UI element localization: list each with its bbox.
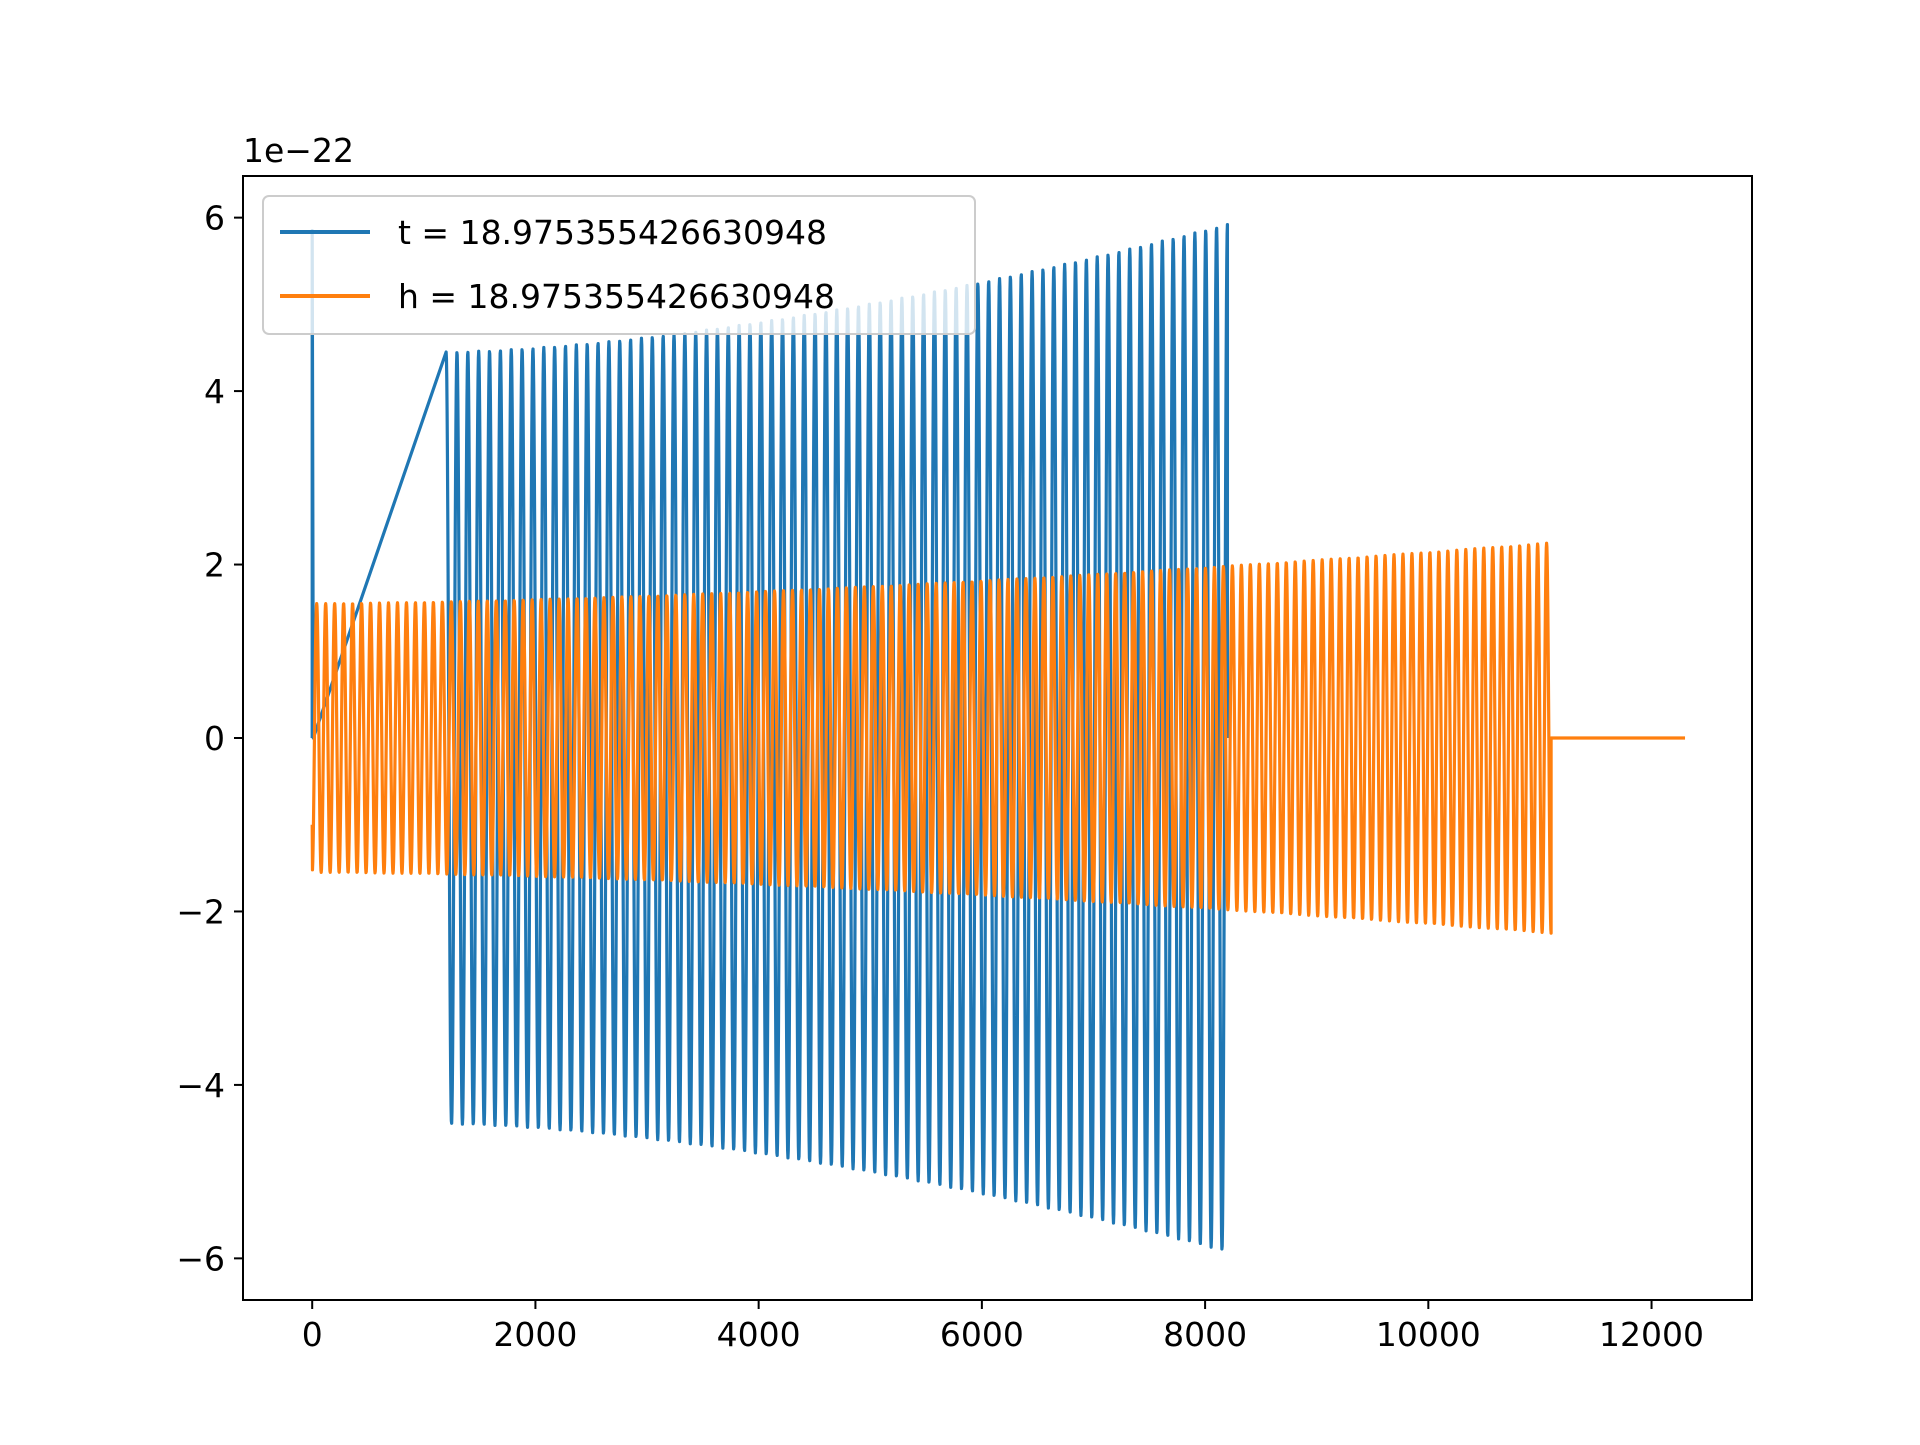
x-tick-label: 8000 [1163, 1315, 1247, 1354]
legend-box [262, 195, 976, 335]
y-tick-label: −4 [176, 1066, 225, 1105]
x-tick-label: 4000 [717, 1315, 801, 1354]
legend: t = 18.975355426630948 h = 18.97535542663… [262, 195, 976, 335]
y-tick-label: 4 [204, 372, 225, 411]
legend-label: t = 18.975355426630948 [398, 213, 827, 252]
y-tick-label: −2 [176, 892, 225, 931]
y-offset-label: 1e−22 [243, 131, 354, 170]
x-tick-label: 2000 [493, 1315, 577, 1354]
y-tick-label: 2 [204, 546, 225, 585]
x-tick-label: 10000 [1376, 1315, 1481, 1354]
series-group [310, 222, 1686, 1251]
series-line-h [310, 541, 1686, 935]
y-tick-label: 0 [204, 719, 225, 758]
plot-area [310, 222, 1686, 1251]
axes: 0 2000 4000 6000 8000 10000 12000 −6 −4 −2 0 2 4 6 [176, 175, 1753, 1354]
x-tick-label: 0 [302, 1315, 323, 1354]
x-tick-label: 12000 [1599, 1315, 1704, 1354]
x-tick-label: 6000 [940, 1315, 1024, 1354]
y-tick-label: −6 [176, 1239, 225, 1278]
y-tick-label: 6 [204, 199, 225, 238]
legend-label: h = 18.975355426630948 [398, 277, 835, 316]
